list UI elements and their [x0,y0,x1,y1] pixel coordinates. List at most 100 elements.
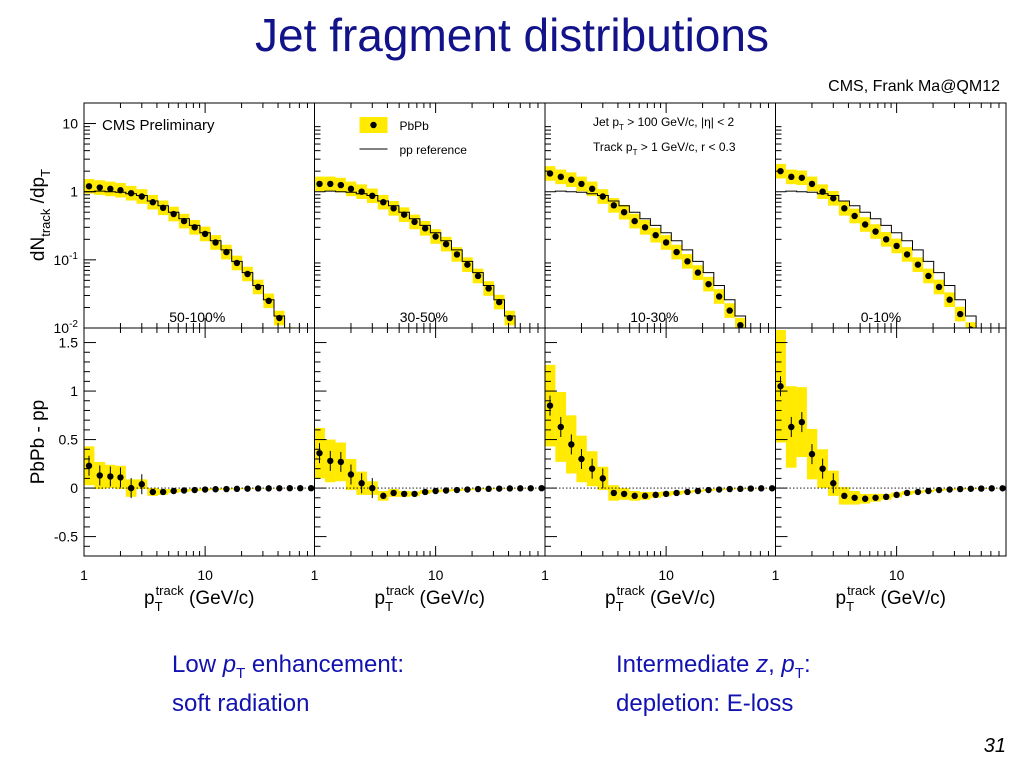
xtick-label-1-10: 10 [428,567,444,583]
diff-point-3-7 [851,494,858,501]
top-band-3-21 [997,373,1006,388]
diff-point-1-7 [390,489,397,497]
pbpb-point-1-11 [432,233,439,240]
note-right-z: z [756,651,769,678]
centrality-label-2: 10-30% [630,309,678,325]
top-band-0-21 [306,362,315,377]
pbpb-point-3-2 [798,174,806,181]
panel-top-frame-0 [83,102,315,329]
diff-point-3-20 [988,485,995,492]
pp-reference-3 [775,190,977,328]
diff-point-1-8 [400,490,408,498]
diff-point-3-2 [798,418,806,426]
legend-pbpb-label: PbPb [400,119,430,133]
diff-point-0-9 [180,487,188,494]
diff-point-3-16 [946,486,953,493]
diff-point-2-19 [747,485,754,492]
diff-point-0-2 [107,473,114,480]
pbpb-point-3-7 [851,212,858,220]
panel-bottom-content-0 [84,446,315,499]
pbpb-point-3-15 [935,283,943,291]
xtick-label-1-1: 1 [311,567,319,583]
diff-point-1-15 [474,485,482,493]
slide-title: Jet fragment distributions [255,9,769,61]
pbpb-point-0-11 [201,230,209,238]
xtick-label-2-1: 1 [541,567,549,583]
diff-point-1-11 [432,487,439,495]
pbpb-point-2-20 [758,356,764,362]
diff-point-2-15 [705,486,712,494]
pbpb-point-2-0 [546,170,554,177]
diff-point-1-2 [337,458,345,466]
ytick-top-label-0p01: 10-2 [54,319,79,336]
diff-point-3-19 [978,485,985,492]
diff-point-3-5 [830,480,837,487]
pbpb-point-1-15 [474,272,482,280]
pbpb-point-0-0 [85,183,93,190]
diff-point-3-10 [882,493,890,501]
pbpb-point-1-8 [400,211,408,218]
note-left-line2: soft radiation [172,689,310,717]
diff-point-3-11 [893,491,900,499]
diff-point-2-21 [768,485,776,492]
top-band-3-19 [976,338,986,353]
diff-point-3-1 [788,423,795,431]
diff-point-2-11 [662,490,670,498]
pp-reference-0 [84,190,286,328]
pbpb-point-3-18 [968,326,974,328]
top-band-1-20 [526,345,537,360]
note-right-text: Intermediate [616,651,757,678]
xaxis-title-0: pTtrack (GeV/c) [144,583,254,614]
xtick-label-2-10: 10 [658,567,674,583]
xtick-label-3-1: 1 [772,567,780,583]
panel-bottom-frame-1 [314,327,546,557]
diff-point-3-9 [872,494,879,501]
pbpb-point-3-13 [914,261,922,268]
pbpb-point-1-6 [380,199,387,206]
ytick-top-label-1: 1 [70,184,78,200]
diff-point-0-11 [201,486,209,493]
pbpb-point-0-12 [212,239,219,246]
pbpb-point-1-18 [506,314,514,322]
pbpb-point-3-9 [872,228,879,235]
diff-point-2-0 [546,402,554,409]
pbpb-point-3-4 [819,188,826,195]
pbpb-point-3-10 [882,236,890,243]
centrality-label-1: 30-50% [400,309,448,325]
diff-point-1-6 [380,492,387,500]
cms-preliminary-label: CMS Preliminary [102,117,215,134]
xtick-label-0-10: 10 [197,567,213,583]
diff-point-3-0 [777,383,784,390]
diff-point-1-5 [369,484,376,492]
pbpb-point-2-12 [673,248,680,256]
panel-bottom-frame-0 [83,327,315,557]
note-left-sub: T [236,664,246,682]
pbpb-point-2-6 [610,202,618,209]
diff-point-1-21 [538,484,545,492]
xtick-label-3-10: 10 [889,567,905,583]
diff-point-2-9 [641,492,649,500]
pbpb-point-2-3 [578,180,585,188]
diff-point-0-17 [265,485,272,492]
pbpb-point-3-5 [830,195,837,202]
pbpb-point-0-14 [233,259,241,267]
ytick-bottom-label-2: 0.5 [59,432,79,448]
diff-point-1-12 [442,487,450,494]
pbpb-point-0-17 [265,297,272,305]
pbpb-point-1-4 [358,188,365,195]
diff-point-1-16 [485,485,492,493]
centrality-label-3: 0-10% [861,309,901,325]
note-right: Intermediate z, pT: depletion: E-loss [616,650,811,719]
panel-bottom-content-3 [775,329,1006,505]
diff-point-2-7 [620,490,628,498]
diff-point-3-14 [925,487,932,495]
ytick-bottom-label-3: 0 [70,480,78,496]
diff-point-1-20 [527,485,534,492]
pbpb-point-3-6 [841,205,848,212]
pbpb-point-2-19 [748,339,754,345]
pbpb-point-0-5 [138,193,145,200]
diff-point-0-20 [297,484,304,492]
panel-top-frame-3 [775,102,1007,329]
diff-point-0-4 [127,484,135,492]
